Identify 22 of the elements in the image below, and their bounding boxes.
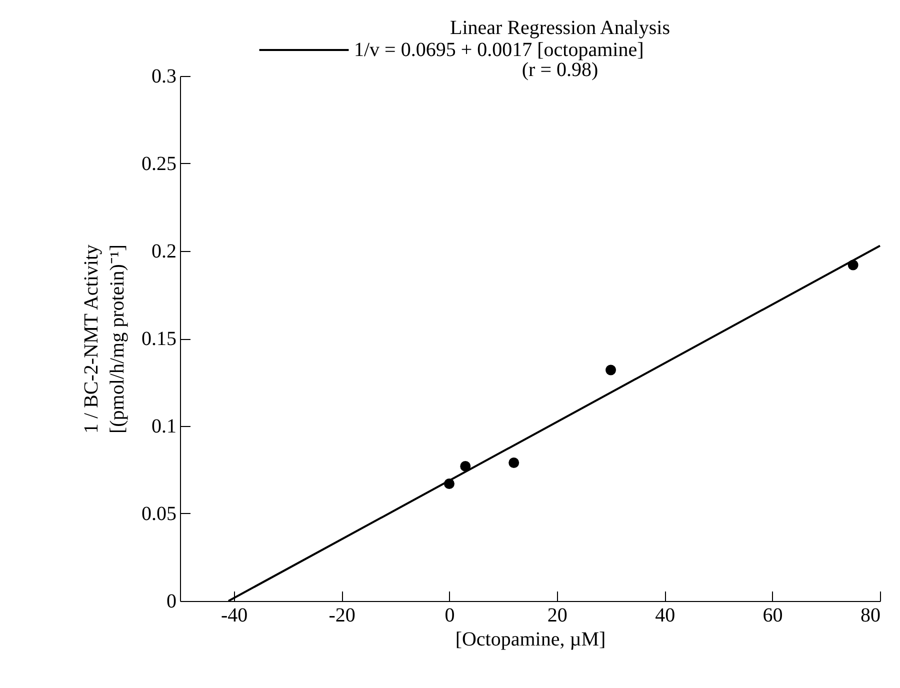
x-tick-label: 20 [547, 604, 568, 626]
x-tick-label: -20 [328, 604, 356, 626]
legend-label: 1/v = 0.0695 + 0.0017 [octopamine] [354, 39, 644, 61]
x-tick-label: 0 [444, 604, 455, 626]
point [508, 458, 520, 468]
y-tick-label: 0.25 [142, 153, 176, 175]
y-tick-label: 0.05 [142, 503, 176, 525]
y-axis-title: 1 / BC-2-NMT Activity [(pmol/h/mg protein)⁻¹] [80, 244, 128, 434]
y-tick-label: 0.2 [152, 240, 176, 262]
y-tick-label: 0.3 [152, 66, 176, 88]
x-tick-label: 60 [762, 604, 783, 626]
chart-title: Linear Regression Analysis [450, 17, 670, 39]
x-tick-label: 40 [655, 604, 676, 626]
annotation: (r = 0.98) [522, 59, 598, 81]
x-tick-label: 80 [860, 604, 880, 626]
x-tick-label: -40 [221, 604, 248, 626]
y-tick-label: 0.15 [142, 328, 176, 350]
x-axis-title: [Octopamine, µM] [455, 628, 606, 650]
y-tick-label: 0 [166, 590, 176, 612]
point [460, 461, 471, 472]
y-tick-label: 0.1 [152, 416, 176, 438]
point [606, 364, 616, 376]
